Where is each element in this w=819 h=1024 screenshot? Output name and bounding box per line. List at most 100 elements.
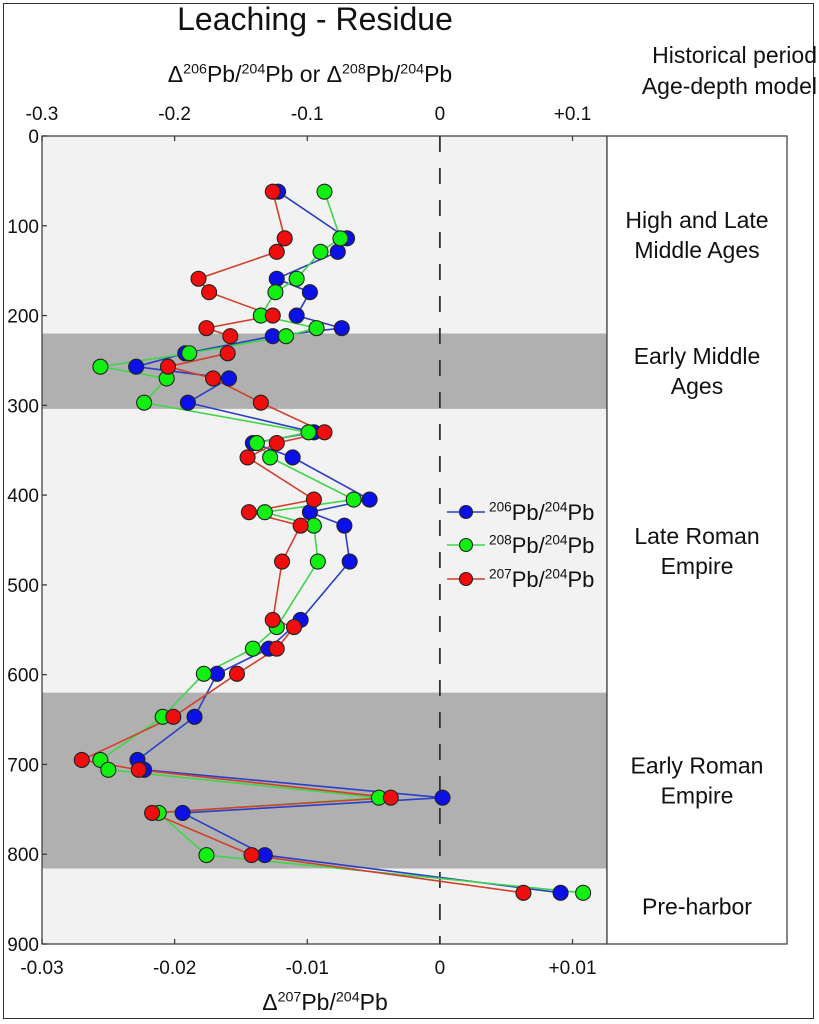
period-label: Pre-harbor <box>642 893 752 919</box>
data-point <box>268 640 285 657</box>
bottom-axis-tick-label: -0.03 <box>20 958 63 979</box>
period-label: High and Late <box>625 207 768 233</box>
data-point <box>248 434 265 452</box>
legend-label: 207Pb/204Pb <box>489 567 594 592</box>
data-point <box>264 307 281 324</box>
data-point <box>284 449 301 466</box>
period-band <box>42 136 607 334</box>
data-point <box>382 789 399 806</box>
data-point <box>292 517 309 534</box>
data-point <box>244 640 261 657</box>
period-panel <box>606 135 788 945</box>
period-label: Empire <box>661 783 734 809</box>
legend-label: 206Pb/204Pb <box>489 500 594 525</box>
data-point <box>361 491 378 508</box>
data-point <box>222 328 239 345</box>
y-axis-tick-label: 100 <box>7 217 39 238</box>
data-point <box>308 320 325 337</box>
data-point <box>195 665 212 682</box>
data-point <box>243 847 260 864</box>
data-point <box>130 761 147 778</box>
data-point <box>341 553 358 570</box>
data-point <box>552 884 569 901</box>
top-axis-tick-label: -0.1 <box>291 104 324 125</box>
bottom-axis-tick-label: -0.01 <box>286 958 329 979</box>
data-point <box>333 320 350 337</box>
data-point <box>305 491 322 508</box>
data-point <box>332 230 349 247</box>
period-header-line: Age-depth model <box>642 73 817 99</box>
data-point <box>274 553 291 570</box>
data-point <box>276 230 293 247</box>
y-axis-tick-label: 400 <box>7 486 39 507</box>
data-point <box>316 424 333 441</box>
y-axis-tick-label: 900 <box>7 935 39 956</box>
period-band <box>42 408 607 693</box>
data-point <box>345 491 362 508</box>
data-point <box>256 504 273 521</box>
data-point <box>309 553 326 570</box>
period-band <box>42 692 607 869</box>
y-axis-tick-label: 700 <box>7 755 39 776</box>
legend-label: 208Pb/204Pb <box>489 533 594 558</box>
y-axis-tick-label: 600 <box>7 666 39 687</box>
data-point <box>198 320 215 337</box>
bottom-axis-tick-label: +0.01 <box>548 958 596 979</box>
chart-title: Leaching - Residue <box>177 1 453 37</box>
data-point <box>268 243 285 260</box>
data-point <box>288 270 305 287</box>
data-point <box>219 345 236 362</box>
period-label: Late Roman <box>634 523 759 549</box>
data-point <box>128 358 145 375</box>
data-point <box>575 884 592 901</box>
data-point <box>159 358 177 375</box>
legend-marker <box>458 504 474 520</box>
data-point <box>165 708 182 725</box>
data-point <box>515 884 532 901</box>
data-point <box>264 183 281 200</box>
data-point <box>288 307 305 324</box>
data-point <box>174 804 191 821</box>
data-point <box>240 504 257 521</box>
top-axis-tick-label: 0 <box>435 104 446 125</box>
data-point <box>252 394 269 411</box>
period-band <box>42 868 607 944</box>
period-label: Empire <box>661 553 734 579</box>
data-point <box>181 345 198 362</box>
data-point <box>239 449 256 466</box>
figure-frame <box>3 3 814 1019</box>
period-label: Early Middle <box>634 343 761 369</box>
bottom-axis-tick-label: 0 <box>435 958 446 979</box>
y-axis-tick-label: 200 <box>7 307 39 328</box>
data-point <box>220 370 238 387</box>
data-point <box>228 665 246 682</box>
data-point <box>92 358 109 375</box>
data-point <box>285 619 303 636</box>
period-header-line: Historical period <box>652 42 817 68</box>
data-point <box>300 424 317 441</box>
data-point <box>301 284 318 301</box>
data-point <box>262 449 279 466</box>
data-point <box>190 270 207 287</box>
legend-marker <box>458 571 474 587</box>
top-axis-tick-label: -0.3 <box>26 104 59 125</box>
y-axis-tick-label: 0 <box>28 127 39 148</box>
data-point <box>73 751 90 769</box>
period-label: Middle Ages <box>634 237 759 263</box>
data-point <box>205 370 222 387</box>
data-point <box>198 847 215 864</box>
top-axis-tick-label: +0.1 <box>554 104 592 125</box>
data-point <box>277 328 295 345</box>
legend-marker <box>458 537 474 553</box>
data-point <box>267 284 284 301</box>
data-point <box>144 804 161 821</box>
y-axis-tick-label: 300 <box>7 396 39 417</box>
top-axis-label: Δ206Pb/204Pb or Δ208Pb/204Pb <box>168 61 452 87</box>
period-label: Ages <box>671 373 723 399</box>
period-label: Early Roman <box>631 753 764 779</box>
y-axis-tick-label: 800 <box>7 845 39 866</box>
data-point <box>316 183 333 200</box>
data-point <box>201 284 218 301</box>
data-point <box>136 394 153 411</box>
